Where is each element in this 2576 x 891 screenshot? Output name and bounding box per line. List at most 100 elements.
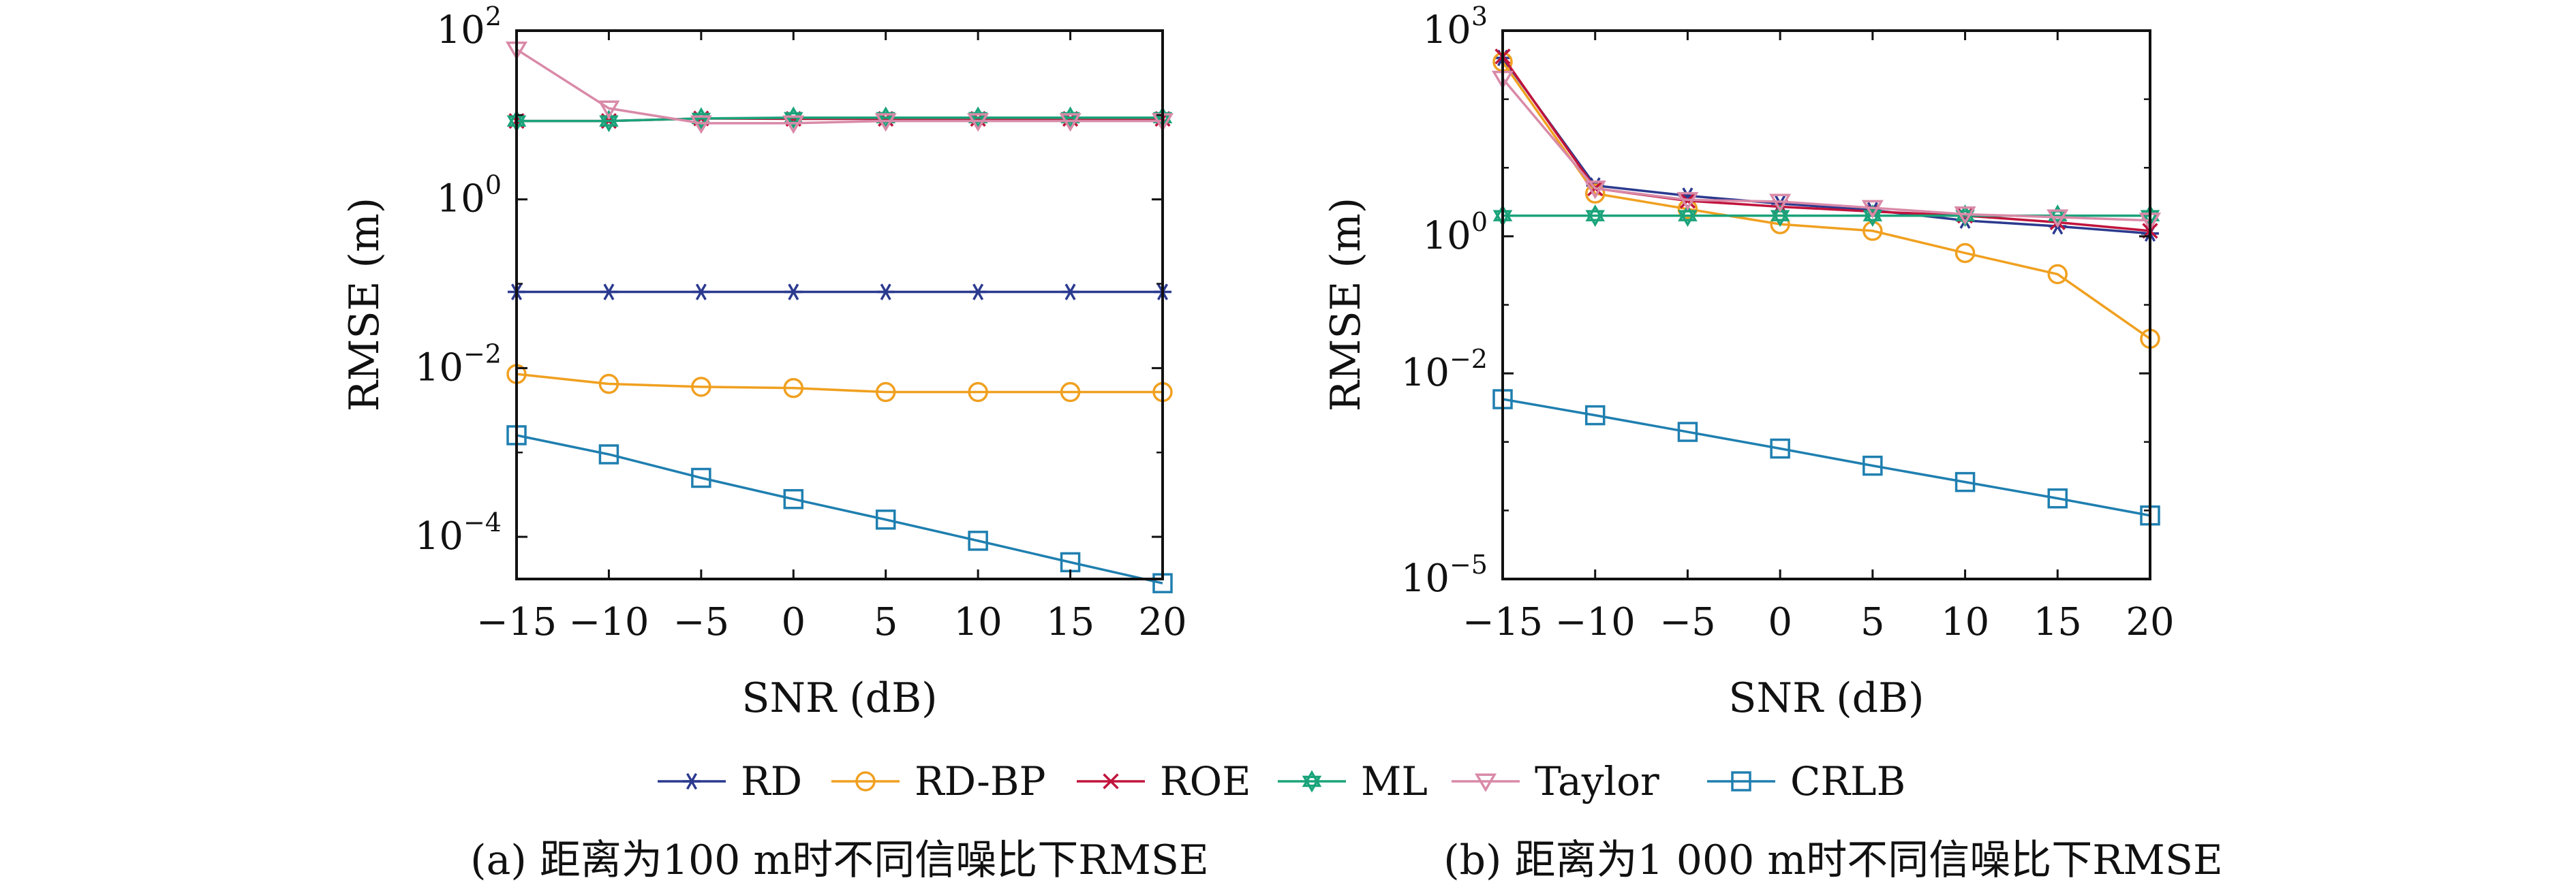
data-point (1862, 455, 1883, 476)
data-point (875, 510, 896, 530)
series-layer (505, 41, 1174, 593)
data-point (968, 531, 988, 551)
legend-item-ml: ML (1278, 758, 1428, 804)
data-point (1061, 283, 1079, 300)
legend-item-rd: RD (658, 758, 802, 804)
series-rd-bp (1492, 52, 2160, 349)
legend-marker (1302, 770, 1322, 793)
x-tick-label: −15 (476, 600, 557, 644)
series-taylor (1491, 70, 2162, 232)
series-line (1501, 78, 2151, 222)
data-point (968, 381, 988, 403)
legend-label: ROE (1160, 758, 1251, 804)
data-point (2046, 209, 2069, 228)
data-point (1861, 200, 1884, 219)
x-tick-label: −5 (1659, 600, 1716, 644)
data-point (1954, 206, 1976, 225)
data-point (598, 100, 620, 119)
y-tick-label: 10−2 (415, 339, 502, 390)
data-point (783, 488, 804, 510)
data-point (691, 377, 711, 397)
legend-item-roe: ROE (1077, 758, 1251, 804)
data-point (692, 283, 710, 300)
data-point (598, 444, 619, 465)
tick-layer: −15 −10 −5 0 5 10 15 20 10−5 10−2 100 103 (1401, 1, 2175, 644)
data-point (598, 373, 619, 394)
y-tick-label: 100 (1423, 207, 1488, 258)
caption: (b) 距离为1 000 m时不同信噪比下RMSE (1443, 837, 2223, 884)
x-tick-label: −15 (1462, 600, 1543, 644)
legend-marker (1103, 773, 1119, 790)
y-axis-label: RMSE (m) (1322, 198, 1370, 411)
data-point (1770, 438, 1790, 459)
data-point (1676, 191, 1699, 211)
data-point (1584, 181, 1606, 200)
series-line (516, 48, 1163, 125)
series-crlb (1492, 389, 2160, 526)
data-point (691, 467, 711, 488)
y-tick-label: 102 (437, 1, 502, 52)
x-tick-label: 15 (2034, 600, 2082, 644)
series-line (1501, 61, 2151, 340)
data-point (2047, 488, 2068, 509)
x-tick-label: 0 (1768, 600, 1792, 644)
x-tick-label: 10 (954, 600, 1002, 644)
data-point (1584, 405, 1606, 426)
data-point (782, 115, 805, 134)
series-line (1501, 57, 2151, 235)
legend-label: CRLB (1790, 758, 1905, 804)
data-point (784, 283, 803, 300)
legend-marker (683, 772, 701, 790)
x-tick-label: 15 (1046, 600, 1094, 644)
series-line (517, 116, 1163, 123)
data-point (875, 381, 896, 403)
data-point (1678, 204, 1698, 228)
series-line (516, 373, 1163, 394)
data-point (1862, 204, 1883, 228)
y-tick-label: 10−5 (1401, 550, 1488, 601)
series-taylor (505, 41, 1174, 134)
series-rd-bp (506, 364, 1173, 403)
series-line (516, 434, 1163, 584)
data-point (783, 377, 804, 398)
x-tick-label: −5 (673, 600, 730, 644)
y-tick-label: 10−2 (1401, 344, 1488, 395)
legend-marker (855, 771, 876, 792)
y-tick-label: 100 (437, 170, 502, 221)
data-point (874, 113, 897, 132)
legend-item-rd-bp: RD-BP (831, 758, 1046, 804)
y-tick-label: 10−4 (415, 507, 502, 559)
x-tick-label: 10 (1941, 600, 1989, 644)
x-tick-label: 5 (1860, 600, 1885, 644)
caption: (a) 距离为100 m时不同信噪比下RMSE (470, 837, 1209, 884)
legend-label: ML (1361, 758, 1428, 804)
x-tick-label: 0 (781, 600, 806, 644)
series-rd (1494, 49, 2159, 242)
data-point (969, 283, 987, 300)
legend-item-crlb: CRLB (1707, 758, 1905, 804)
legend-marker (1731, 771, 1751, 792)
series-layer (1491, 48, 2162, 526)
x-axis-label: SNR (dB) (1728, 674, 1924, 722)
legend: RD RD-BP ROE ML Taylor CRLB (658, 758, 1905, 804)
legend-label: Taylor (1535, 758, 1659, 804)
legend-label: RD (741, 758, 802, 804)
data-point (1584, 183, 1606, 204)
x-tick-label: −10 (1555, 600, 1636, 644)
tick-layer: −15 −10 −5 0 5 10 15 20 10−4 10−2 100 102 (415, 1, 1187, 644)
data-point (1585, 204, 1606, 228)
data-point (2047, 264, 2068, 285)
x-axis-label: SNR (dB) (741, 674, 937, 722)
x-tick-label: 5 (874, 600, 898, 644)
x-tick-label: 20 (2126, 600, 2174, 644)
legend-item-taylor: Taylor (1452, 758, 1659, 804)
legend-label: RD-BP (915, 758, 1046, 804)
series-rd (508, 283, 1171, 300)
plot-frame (515, 29, 1164, 580)
data-point (1862, 221, 1883, 241)
data-point (1954, 471, 1976, 493)
y-axis-label: RMSE (m) (341, 198, 388, 411)
